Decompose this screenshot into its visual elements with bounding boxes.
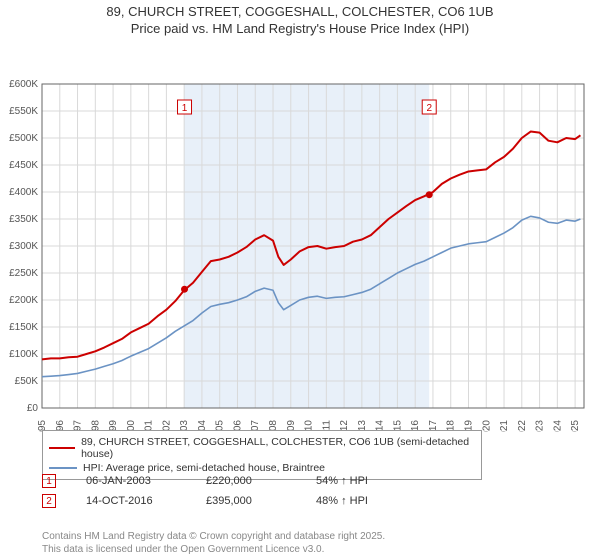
sale-price: £395,000	[206, 495, 286, 507]
title-line-1: 89, CHURCH STREET, COGGESHALL, COLCHESTE…	[0, 4, 600, 21]
svg-text:£0: £0	[27, 403, 39, 414]
sale-marker: 1	[42, 474, 56, 488]
svg-text:£250K: £250K	[9, 268, 38, 279]
svg-text:2021: 2021	[499, 419, 510, 431]
svg-text:2: 2	[426, 103, 432, 114]
svg-text:£600K: £600K	[9, 79, 38, 90]
chart-titles: 89, CHURCH STREET, COGGESHALL, COLCHESTE…	[0, 0, 600, 38]
svg-text:£500K: £500K	[9, 133, 38, 144]
svg-text:£550K: £550K	[9, 106, 38, 117]
svg-text:£200K: £200K	[9, 295, 38, 306]
sale-date: 06-JAN-2003	[86, 475, 176, 487]
title-line-2: Price paid vs. HM Land Registry's House …	[0, 21, 600, 38]
legend-label: HPI: Average price, semi-detached house,…	[83, 462, 325, 474]
sale-hpi-pct: 48% ↑ HPI	[316, 495, 396, 507]
footer: Contains HM Land Registry data © Crown c…	[42, 530, 385, 556]
sale-marker: 2	[42, 494, 56, 508]
svg-text:2020: 2020	[481, 419, 492, 431]
legend-item: 89, CHURCH STREET, COGGESHALL, COLCHESTE…	[49, 435, 475, 461]
sale-row: 2 14-OCT-2016 £395,000 48% ↑ HPI	[42, 494, 396, 508]
svg-text:2022: 2022	[517, 419, 528, 431]
svg-text:2024: 2024	[552, 419, 563, 431]
legend: 89, CHURCH STREET, COGGESHALL, COLCHESTE…	[42, 430, 482, 480]
sale-hpi-pct: 54% ↑ HPI	[316, 475, 396, 487]
svg-text:£50K: £50K	[15, 376, 39, 387]
legend-label: 89, CHURCH STREET, COGGESHALL, COLCHESTE…	[81, 436, 475, 460]
sale-date: 14-OCT-2016	[86, 495, 176, 507]
svg-text:£450K: £450K	[9, 160, 38, 171]
svg-text:£350K: £350K	[9, 214, 38, 225]
legend-swatch	[49, 447, 75, 449]
legend-item: HPI: Average price, semi-detached house,…	[49, 461, 475, 475]
svg-text:£400K: £400K	[9, 187, 38, 198]
svg-text:2025: 2025	[570, 419, 581, 431]
svg-text:£150K: £150K	[9, 322, 38, 333]
svg-text:2023: 2023	[535, 419, 546, 431]
sale-price: £220,000	[206, 475, 286, 487]
footer-line-2: This data is licensed under the Open Gov…	[42, 543, 385, 556]
footer-line-1: Contains HM Land Registry data © Crown c…	[42, 530, 385, 543]
svg-text:£100K: £100K	[9, 349, 38, 360]
sales-list: 1 06-JAN-2003 £220,000 54% ↑ HPI 2 14-OCT-201…	[42, 474, 396, 514]
svg-text:1: 1	[182, 103, 188, 114]
price-chart: £0 £50K £100K £150K £200K £250K £300K £350K £400…	[0, 38, 600, 432]
legend-swatch	[49, 467, 77, 469]
svg-text:£300K: £300K	[9, 241, 38, 252]
sale-row: 1 06-JAN-2003 £220,000 54% ↑ HPI	[42, 474, 396, 488]
